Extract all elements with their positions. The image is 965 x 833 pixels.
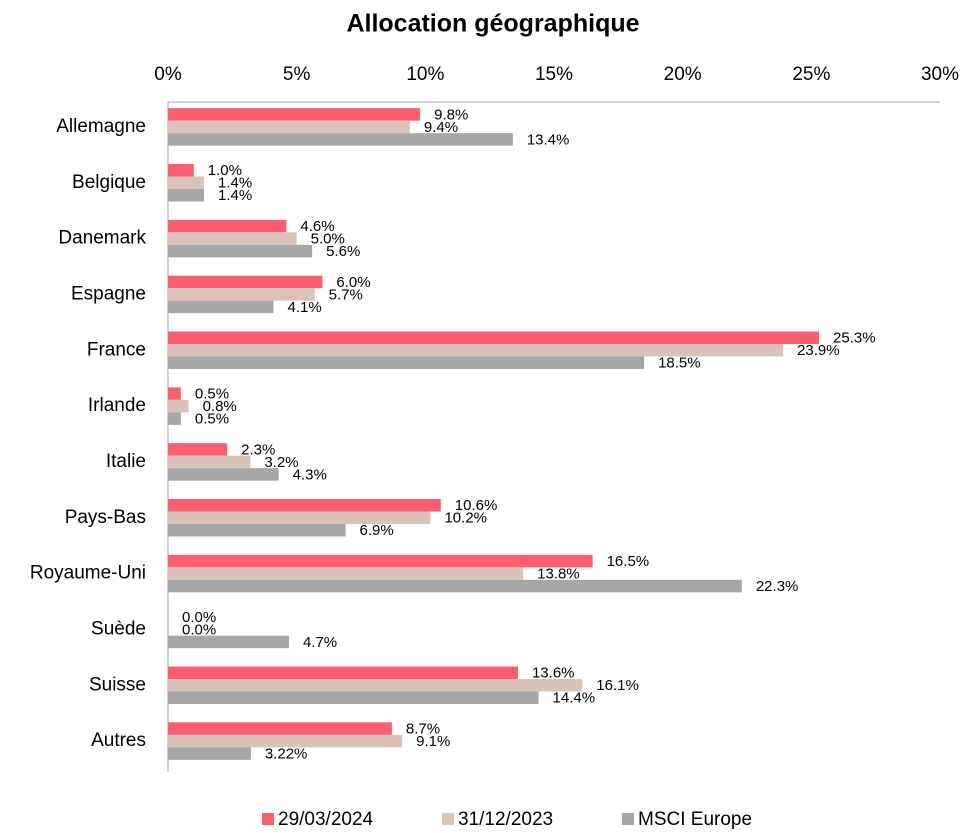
y-tick-label: Danemark bbox=[58, 228, 146, 249]
bar bbox=[168, 734, 403, 748]
data-label: 13.8% bbox=[537, 566, 580, 583]
data-label: 0.0% bbox=[182, 621, 216, 638]
bar bbox=[168, 164, 194, 177]
bar bbox=[168, 747, 251, 760]
data-label: 3.2% bbox=[264, 454, 298, 471]
y-tick-label: Autres bbox=[91, 730, 146, 751]
bar bbox=[168, 412, 181, 425]
x-tick-label: 5% bbox=[283, 64, 311, 85]
bar bbox=[168, 133, 513, 146]
bar bbox=[168, 399, 189, 413]
data-label: 16.1% bbox=[596, 677, 639, 694]
data-label: 9.8% bbox=[434, 106, 468, 123]
data-label: 9.1% bbox=[416, 733, 450, 750]
data-label: 6.0% bbox=[336, 274, 370, 291]
legend-label: 29/03/2024 bbox=[278, 809, 374, 830]
x-tick-label: 30% bbox=[921, 64, 959, 85]
bar bbox=[168, 443, 228, 456]
x-tick-label: 0% bbox=[154, 64, 182, 85]
data-label: 3.22% bbox=[265, 746, 308, 763]
bar bbox=[168, 579, 742, 593]
bar bbox=[168, 219, 287, 233]
bar bbox=[168, 108, 421, 121]
bar bbox=[168, 554, 593, 568]
bar bbox=[168, 524, 346, 537]
data-label: 13.4% bbox=[527, 131, 570, 148]
bar bbox=[168, 356, 645, 369]
bar bbox=[168, 300, 274, 314]
data-label: 18.5% bbox=[658, 355, 701, 372]
legend-label: MSCI Europe bbox=[638, 809, 752, 830]
y-tick-label: Espagne bbox=[71, 283, 146, 304]
legend-swatch bbox=[622, 813, 634, 825]
data-label: 5.0% bbox=[311, 231, 345, 248]
data-label: 10.6% bbox=[455, 497, 498, 514]
data-label: 14.4% bbox=[553, 690, 596, 707]
data-label: 10.2% bbox=[444, 510, 487, 527]
bar bbox=[168, 275, 323, 289]
data-label: 1.0% bbox=[208, 162, 242, 179]
bar bbox=[168, 288, 315, 301]
data-label: 13.6% bbox=[532, 665, 575, 682]
y-tick-label: Belgique bbox=[72, 172, 146, 193]
bar bbox=[168, 511, 431, 524]
bar bbox=[168, 691, 539, 704]
y-tick-label: Italie bbox=[106, 451, 146, 472]
legend-swatch bbox=[442, 813, 454, 825]
data-label: 6.9% bbox=[360, 522, 394, 539]
bar bbox=[168, 331, 820, 344]
bar bbox=[168, 387, 181, 400]
data-label: 9.4% bbox=[424, 119, 458, 136]
bar bbox=[168, 722, 392, 735]
data-label: 0.0% bbox=[182, 609, 216, 626]
data-label: 5.6% bbox=[326, 243, 360, 260]
x-tick-label: 25% bbox=[792, 64, 830, 85]
bar bbox=[168, 189, 205, 202]
bar bbox=[168, 567, 524, 580]
data-label: 0.5% bbox=[195, 411, 229, 428]
chart-title: Allocation géographique bbox=[346, 10, 639, 38]
data-label: 1.4% bbox=[218, 187, 252, 204]
data-label: 0.8% bbox=[203, 398, 237, 415]
data-label: 22.3% bbox=[756, 578, 799, 595]
y-tick-label: Allemagne bbox=[56, 116, 146, 137]
data-label: 4.1% bbox=[288, 299, 322, 316]
x-tick-label: 15% bbox=[535, 64, 573, 85]
bar bbox=[168, 468, 279, 481]
bar bbox=[168, 679, 583, 692]
data-label: 25.3% bbox=[833, 330, 876, 347]
y-tick-label: Irlande bbox=[88, 395, 146, 416]
data-label: 4.7% bbox=[303, 634, 337, 651]
data-label: 2.3% bbox=[241, 441, 275, 458]
y-tick-label: France bbox=[87, 339, 146, 360]
bar bbox=[168, 244, 313, 258]
data-label: 4.3% bbox=[293, 466, 327, 483]
bar bbox=[168, 344, 784, 357]
x-tick-label: 10% bbox=[406, 64, 444, 85]
legend-swatch bbox=[262, 813, 274, 825]
data-label: 4.6% bbox=[300, 218, 334, 235]
bar bbox=[168, 176, 205, 189]
y-tick-label: Suisse bbox=[89, 674, 146, 695]
bar bbox=[168, 232, 297, 245]
bar bbox=[168, 499, 441, 512]
data-label: 16.5% bbox=[607, 553, 650, 570]
legend-label: 31/12/2023 bbox=[458, 809, 553, 830]
x-tick-label: 20% bbox=[664, 64, 702, 85]
data-label: 8.7% bbox=[406, 721, 440, 738]
data-label: 23.9% bbox=[797, 342, 840, 359]
data-label: 0.5% bbox=[195, 386, 229, 403]
data-label: 5.7% bbox=[329, 286, 363, 303]
bar bbox=[168, 635, 289, 649]
bar bbox=[168, 455, 251, 469]
y-tick-label: Pays-Bas bbox=[65, 507, 146, 528]
bar bbox=[168, 120, 410, 134]
y-tick-label: Suède bbox=[91, 618, 146, 639]
y-tick-label: Royaume-Uni bbox=[30, 563, 146, 584]
bar bbox=[168, 666, 518, 679]
data-label: 1.4% bbox=[218, 175, 252, 192]
